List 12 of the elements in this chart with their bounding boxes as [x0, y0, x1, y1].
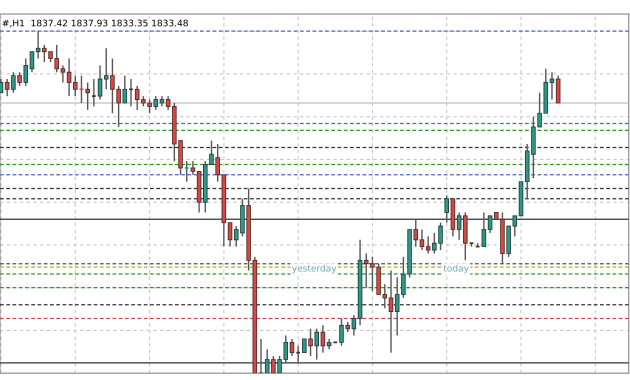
candlestick — [184, 160, 190, 182]
candlestick — [326, 338, 332, 350]
candlestick — [78, 74, 84, 104]
candlestick — [302, 338, 307, 354]
text: #,H1 1837.42 1837.93 1833.35 1833.48 — [2, 20, 188, 28]
annotation: yesterday — [292, 264, 336, 274]
candlestick — [190, 160, 196, 176]
annotation: today — [444, 264, 469, 274]
candlestick — [438, 222, 443, 251]
candlestick — [85, 82, 90, 111]
candlestick — [128, 78, 134, 108]
candlestick — [556, 74, 560, 104]
